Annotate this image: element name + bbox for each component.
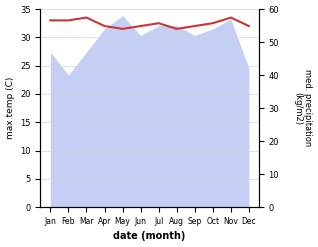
Y-axis label: med. precipitation
(kg/m2): med. precipitation (kg/m2) bbox=[293, 69, 313, 147]
Y-axis label: max temp (C): max temp (C) bbox=[5, 77, 15, 139]
X-axis label: date (month): date (month) bbox=[114, 231, 186, 242]
